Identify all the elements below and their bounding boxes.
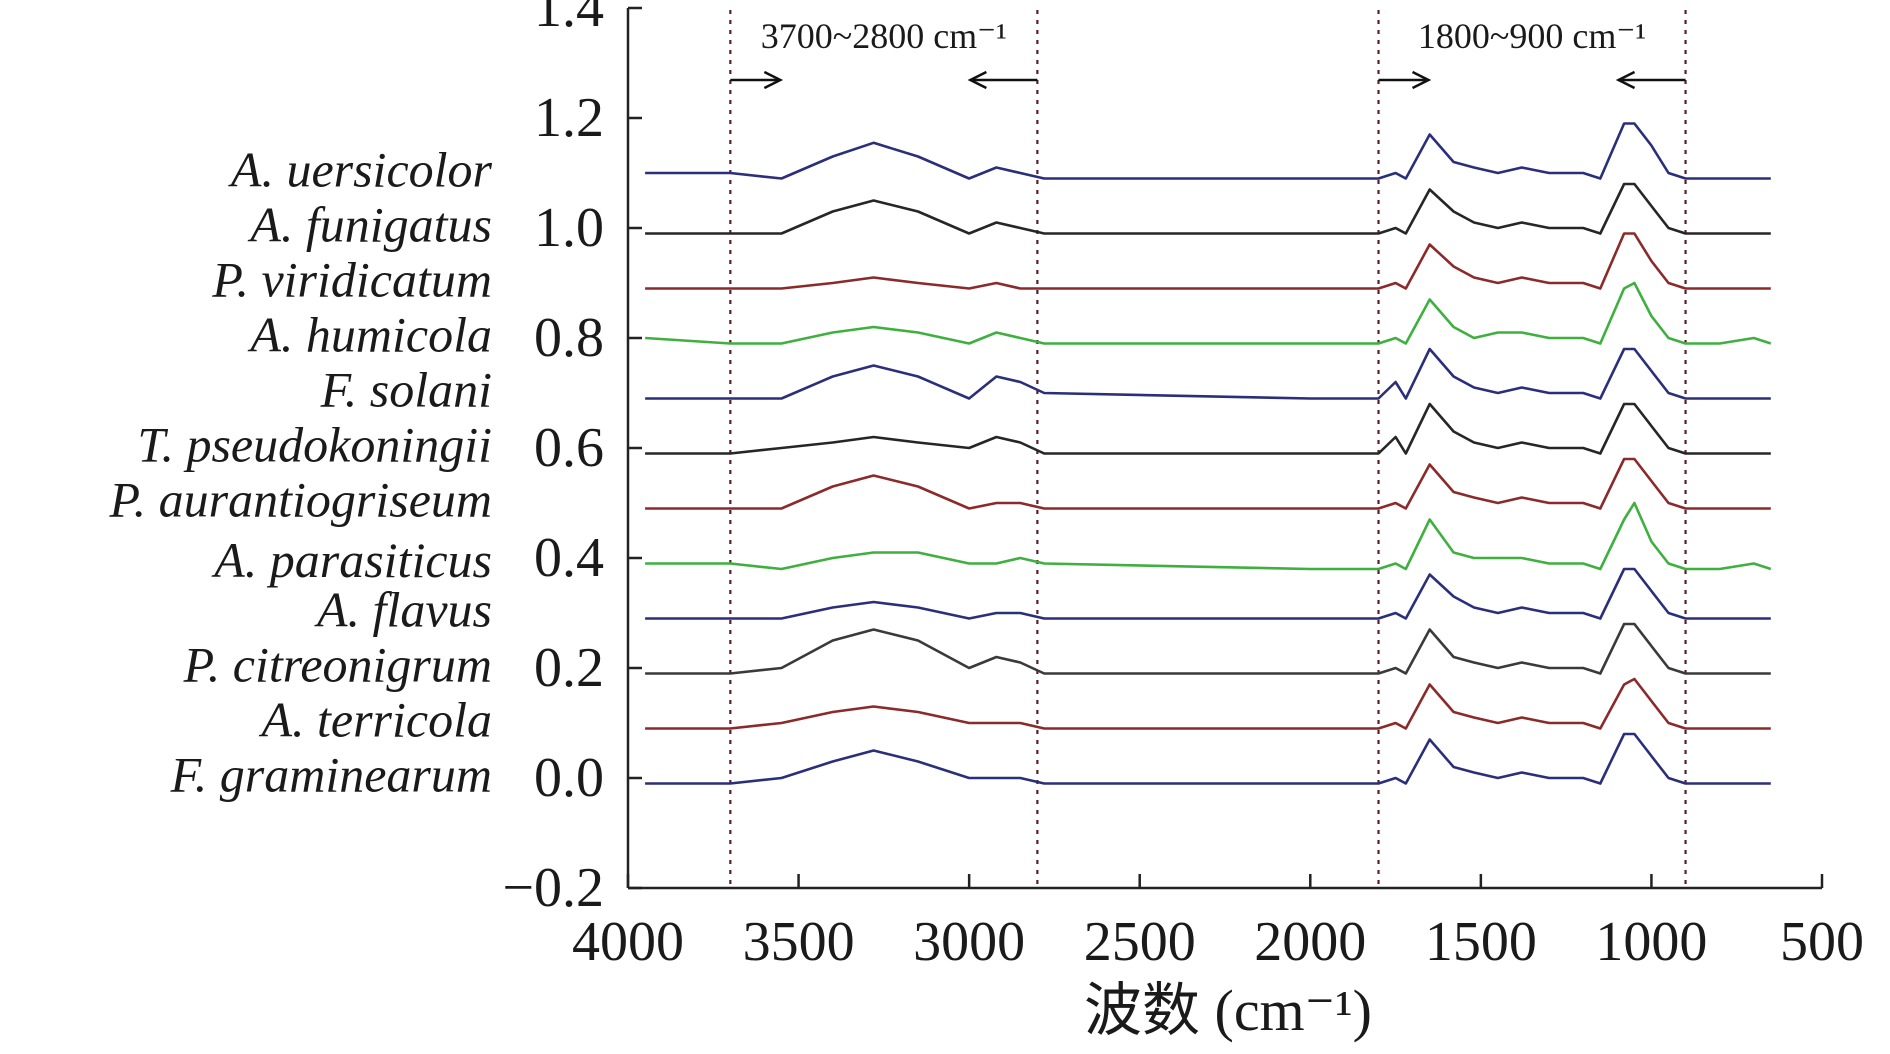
species-label: A. parasiticus [211,532,492,588]
x-tick-label: 1500 [1425,911,1537,973]
x-tick-label: 2000 [1254,911,1366,973]
species-label: T. pseudokoningii [137,417,492,473]
species-label: P. viridicatum [211,252,492,308]
spectrum-line [645,122,1771,180]
species-label: A. flavus [314,582,492,638]
axes: −0.2 0.0 0.2 0.4 0.6 0.8 1.0 1.2 1.4 4000 3500 3000… [502,0,1864,973]
y-tick-label: 0.6 [534,417,604,479]
y-tick-label: 0.0 [534,747,604,809]
region-markers: 3700~2800 cm⁻¹ 1800~900 cm⁻¹ [729,10,1687,888]
spectrum-line [645,677,1771,730]
y-tick-label: 0.8 [534,307,604,369]
spectrum-line [645,501,1772,571]
species-label: A. terricola [258,692,492,748]
spectrum-line [645,232,1771,290]
spectra-series [645,122,1772,785]
species-label: F. solani [320,362,492,418]
x-tick-label: 4000 [572,911,684,973]
y-tick-label: −0.2 [502,857,604,919]
spectrum-line [645,281,1772,345]
y-tick-label: 1.0 [534,197,604,259]
y-tick-label: 1.2 [534,87,604,149]
spectrum-line [645,622,1771,675]
x-tick-label: 3500 [743,911,855,973]
region-label: 3700~2800 cm⁻¹ [761,16,1007,56]
region-arrowhead-left [1615,70,1636,90]
x-tick-label: 2500 [1084,911,1196,973]
spectrum-line [645,402,1771,455]
spectrum-line [645,567,1771,620]
y-tick-label: 0.4 [534,527,604,589]
region-arrowhead-right [1411,70,1432,90]
species-label: A. humicola [247,307,492,363]
x-tick-label: 500 [1780,911,1864,973]
spectrum-line [645,347,1771,400]
y-tick-label: 0.2 [534,637,604,699]
spectrum-line [645,182,1771,235]
spectrum-line [645,732,1771,785]
species-label: A. uersicolor [228,142,493,198]
species-label: A. funigatus [247,197,492,253]
x-axis-label: 波数 (cm⁻¹) [1084,978,1372,1043]
y-tick-label: 1.4 [534,0,604,39]
species-label: P. aurantiogriseum [109,472,492,528]
region-label: 1800~900 cm⁻¹ [1418,16,1646,56]
spectrum-line [645,457,1771,510]
species-label: P. citreonigrum [183,637,492,693]
x-tick-label: 1000 [1595,911,1707,973]
region-arrowhead-left [967,70,987,90]
x-tick-label: 3000 [913,911,1025,973]
region-arrowhead-right [763,70,784,90]
species-label: F. graminearum [170,747,492,803]
